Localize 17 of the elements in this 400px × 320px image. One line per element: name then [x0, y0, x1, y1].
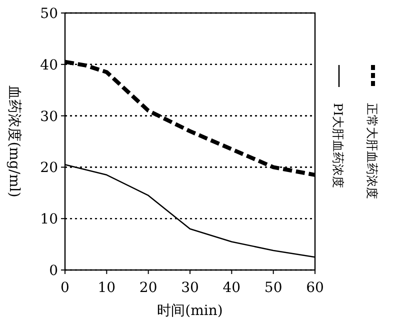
text: PI大肝血药浓度 — [331, 103, 345, 188]
x-tick-label: 50 — [264, 280, 282, 296]
x-tick-label: 20 — [139, 280, 158, 296]
x-axis-title: 时间(min) — [157, 303, 223, 319]
x-tick-label: 0 — [60, 280, 70, 296]
x-tick-label: 10 — [98, 280, 116, 296]
x-tick-label: 40 — [222, 280, 241, 296]
y-axis-title: 血药浓度(mg/ml) — [6, 86, 22, 198]
y-tick-label: 10 — [40, 212, 58, 228]
y-tick-label: 20 — [40, 160, 58, 176]
text: 正常大肝血药浓度 — [365, 103, 379, 199]
y-tick-label: 30 — [40, 108, 58, 125]
y-tick-label: 50 — [40, 6, 58, 22]
y-tick-label: 40 — [40, 57, 58, 74]
y-tick-label: 0 — [49, 263, 58, 279]
x-tick-label: 30 — [181, 280, 199, 296]
x-tick-label: 60 — [306, 280, 324, 296]
